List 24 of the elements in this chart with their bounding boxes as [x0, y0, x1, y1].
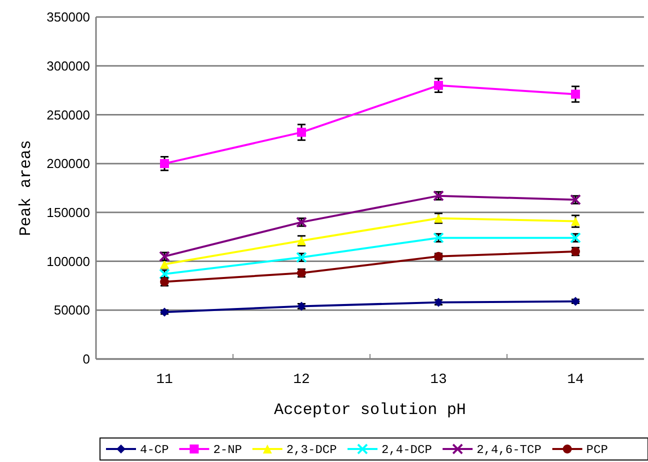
legend-label: 2,3-DCP	[286, 443, 337, 458]
x-tick-label: 11	[156, 372, 173, 388]
legend-label: 2-NP	[213, 443, 242, 458]
legend-label: 2,4,6-TCP	[476, 443, 542, 458]
point	[160, 159, 169, 168]
x-tick-label: 14	[567, 372, 584, 388]
y-tick-label: 150000	[46, 204, 90, 220]
y-tick-label: 250000	[46, 107, 90, 122]
y-tick-label: 350000	[46, 10, 90, 25]
point	[571, 90, 580, 99]
x-tick-label: 12	[293, 372, 310, 388]
y-tick-label: 0	[82, 352, 90, 367]
y-tick-label: 50000	[54, 302, 90, 318]
point	[297, 128, 306, 137]
y-tick-label: 200000	[46, 156, 90, 172]
legend-label: PCP	[586, 443, 608, 458]
point	[434, 80, 443, 90]
legend-label: 4-CP	[140, 443, 169, 458]
y-tick-label: 300000	[46, 58, 90, 74]
legend-label: 2,4-DCP	[382, 443, 432, 458]
y-tick-label: 100000	[46, 254, 90, 269]
y-axis-title: Peak areas	[17, 140, 35, 236]
x-tick-label: 13	[430, 372, 447, 388]
x-axis-title: Acceptor solution pH	[274, 401, 466, 419]
